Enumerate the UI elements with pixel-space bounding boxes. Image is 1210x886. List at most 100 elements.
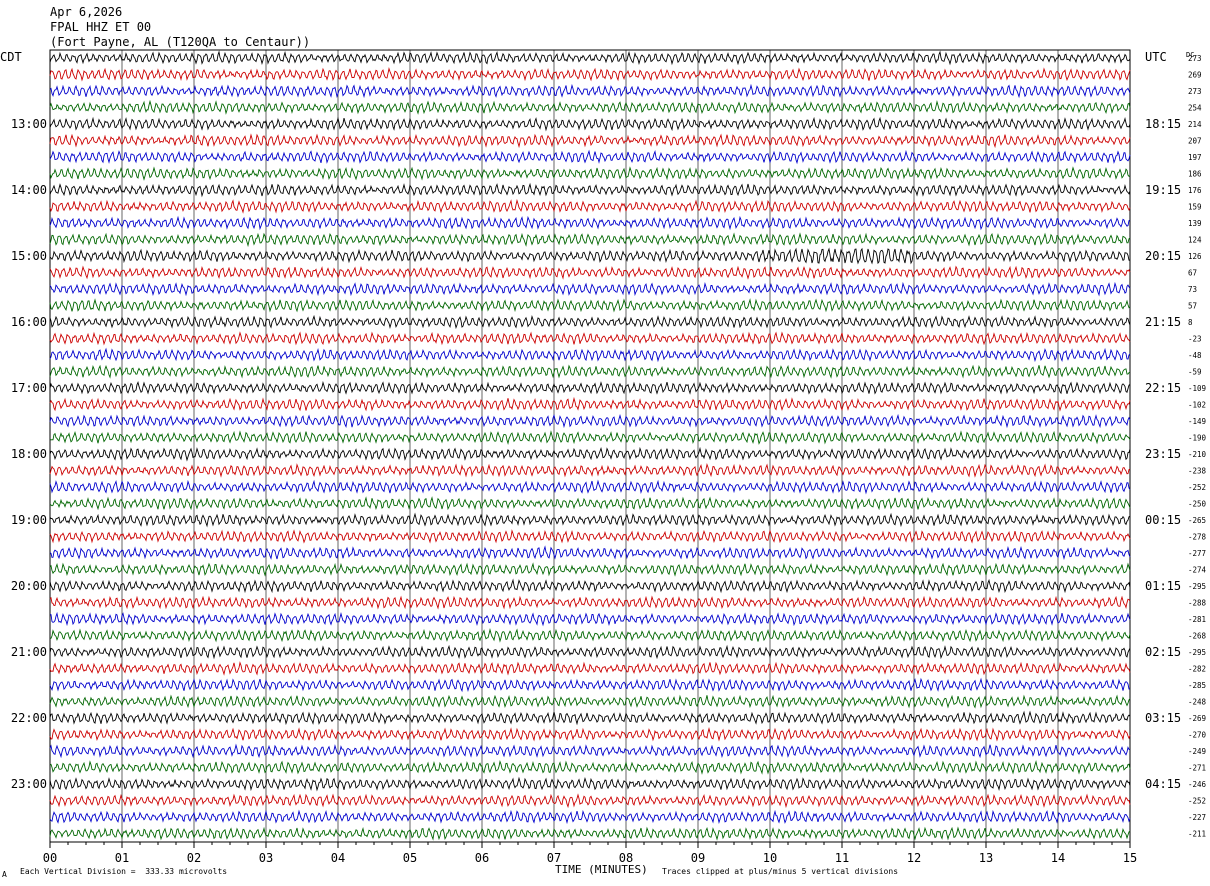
seismic-trace — [49, 496, 1131, 511]
dc-offset-label: 139 — [1188, 219, 1202, 228]
dc-offset-label: -59 — [1188, 368, 1202, 377]
seismic-trace — [49, 578, 1131, 594]
x-tick-label: 13 — [979, 851, 993, 865]
utc-hour-label: 22:15 — [1145, 381, 1181, 395]
cdt-hour-label: 13:00 — [11, 117, 47, 131]
clip-note: Traces clipped at plus/minus 5 vertical … — [662, 867, 899, 876]
plot-date: Apr 6,2026 — [50, 5, 123, 19]
utc-hour-label: 04:15 — [1145, 777, 1181, 791]
seismic-trace — [49, 809, 1131, 825]
seismic-trace — [49, 743, 1131, 759]
seismic-trace — [49, 232, 1131, 248]
utc-hour-label: 03:15 — [1145, 711, 1181, 725]
dc-offset-label: -281 — [1188, 615, 1206, 624]
seismic-trace — [49, 314, 1131, 330]
seismic-trace — [49, 661, 1131, 676]
dc-offset-label: -277 — [1188, 549, 1206, 558]
x-tick-label: 05 — [403, 851, 417, 865]
seismic-trace — [49, 793, 1131, 809]
dc-offset-label: 186 — [1188, 170, 1202, 179]
x-tick-label: 01 — [115, 851, 129, 865]
dc-offset-label: 273 — [1188, 54, 1202, 63]
utc-hour-label: 20:15 — [1145, 249, 1181, 263]
seismic-trace — [49, 759, 1131, 775]
dc-offset-label: -238 — [1188, 467, 1207, 476]
cdt-hour-label: 19:00 — [11, 513, 47, 527]
dc-offset-label: -250 — [1188, 500, 1207, 509]
dc-offset-label: 126 — [1188, 252, 1202, 261]
seismic-trace — [49, 562, 1131, 577]
dc-offset-label: 269 — [1188, 71, 1202, 80]
utc-hour-label: 00:15 — [1145, 513, 1181, 527]
dc-offset-label: -109 — [1188, 384, 1206, 393]
cdt-hour-label: 16:00 — [11, 315, 47, 329]
cdt-hour-label: 22:00 — [11, 711, 47, 725]
seismic-trace — [49, 677, 1131, 693]
dc-offset-label: -252 — [1188, 797, 1206, 806]
x-tick-label: 08 — [619, 851, 633, 865]
dc-offset-label: -190 — [1188, 434, 1207, 443]
seismic-trace — [49, 99, 1131, 115]
seismic-trace — [49, 826, 1131, 841]
station-location: (Fort Payne, AL (T120QA to Centaur)) — [50, 35, 311, 49]
seismic-trace — [49, 512, 1131, 528]
seismic-trace — [49, 396, 1131, 412]
seismic-trace — [49, 133, 1131, 149]
seismic-trace — [49, 364, 1131, 379]
dc-offset-label: -269 — [1188, 714, 1206, 723]
cdt-hour-label: 23:00 — [11, 777, 47, 791]
utc-hour-label: 01:15 — [1145, 579, 1181, 593]
seismic-trace — [49, 116, 1131, 132]
utc-hour-label: 02:15 — [1145, 645, 1181, 659]
seismic-trace — [49, 380, 1131, 395]
seismic-trace — [49, 462, 1131, 478]
dc-offset-label: -265 — [1188, 516, 1206, 525]
seismic-trace — [49, 247, 1131, 265]
seismic-trace — [49, 281, 1131, 297]
dc-offset-label: 73 — [1188, 285, 1197, 294]
dc-offset-label: -149 — [1188, 417, 1206, 426]
seismic-trace — [49, 479, 1131, 495]
dc-offset-label: -278 — [1188, 533, 1207, 542]
seismic-trace — [49, 331, 1131, 346]
dc-offset-label: -211 — [1188, 830, 1206, 839]
seismic-trace — [49, 66, 1131, 82]
dc-offset-label: -23 — [1188, 335, 1202, 344]
seismic-trace — [49, 446, 1131, 462]
dc-offset-label: 273 — [1188, 87, 1202, 96]
dc-offset-label: -295 — [1188, 582, 1206, 591]
x-tick-label: 14 — [1051, 851, 1065, 865]
x-tick-label: 12 — [907, 851, 921, 865]
seismic-trace — [49, 50, 1131, 66]
dc-offset-label: -227 — [1188, 813, 1206, 822]
dc-offset-label: 214 — [1188, 120, 1202, 129]
seismic-trace — [49, 215, 1131, 231]
cdt-hour-label: 15:00 — [11, 249, 47, 263]
seismic-trace — [49, 430, 1131, 446]
dc-offset-label: -248 — [1188, 698, 1207, 707]
dc-offset-label: -210 — [1188, 450, 1207, 459]
seismic-trace — [49, 611, 1131, 627]
scale-note: Each Vertical Division = 333.33 microvol… — [20, 867, 228, 876]
x-tick-label: 10 — [763, 851, 777, 865]
cdt-hour-label: 20:00 — [11, 579, 47, 593]
seismic-trace — [49, 776, 1131, 792]
cdt-hour-label: 17:00 — [11, 381, 47, 395]
cdt-axis-label: CDT — [0, 50, 22, 64]
seismic-trace — [49, 265, 1131, 280]
seismic-trace — [49, 644, 1131, 660]
x-tick-label: 04 — [331, 851, 345, 865]
cdt-hour-label: 18:00 — [11, 447, 47, 461]
seismic-trace — [49, 545, 1131, 561]
x-tick-label: 06 — [475, 851, 489, 865]
utc-hour-label: 21:15 — [1145, 315, 1181, 329]
dc-offset-label: 8 — [1188, 318, 1193, 327]
dc-offset-label: -282 — [1188, 665, 1206, 674]
dc-offset-label: 57 — [1188, 302, 1197, 311]
utc-hour-label: 19:15 — [1145, 183, 1181, 197]
utc-hour-label: 18:15 — [1145, 117, 1181, 131]
dc-offset-label: -285 — [1188, 681, 1206, 690]
x-tick-label: 03 — [259, 851, 273, 865]
x-tick-label: 00 — [43, 851, 57, 865]
